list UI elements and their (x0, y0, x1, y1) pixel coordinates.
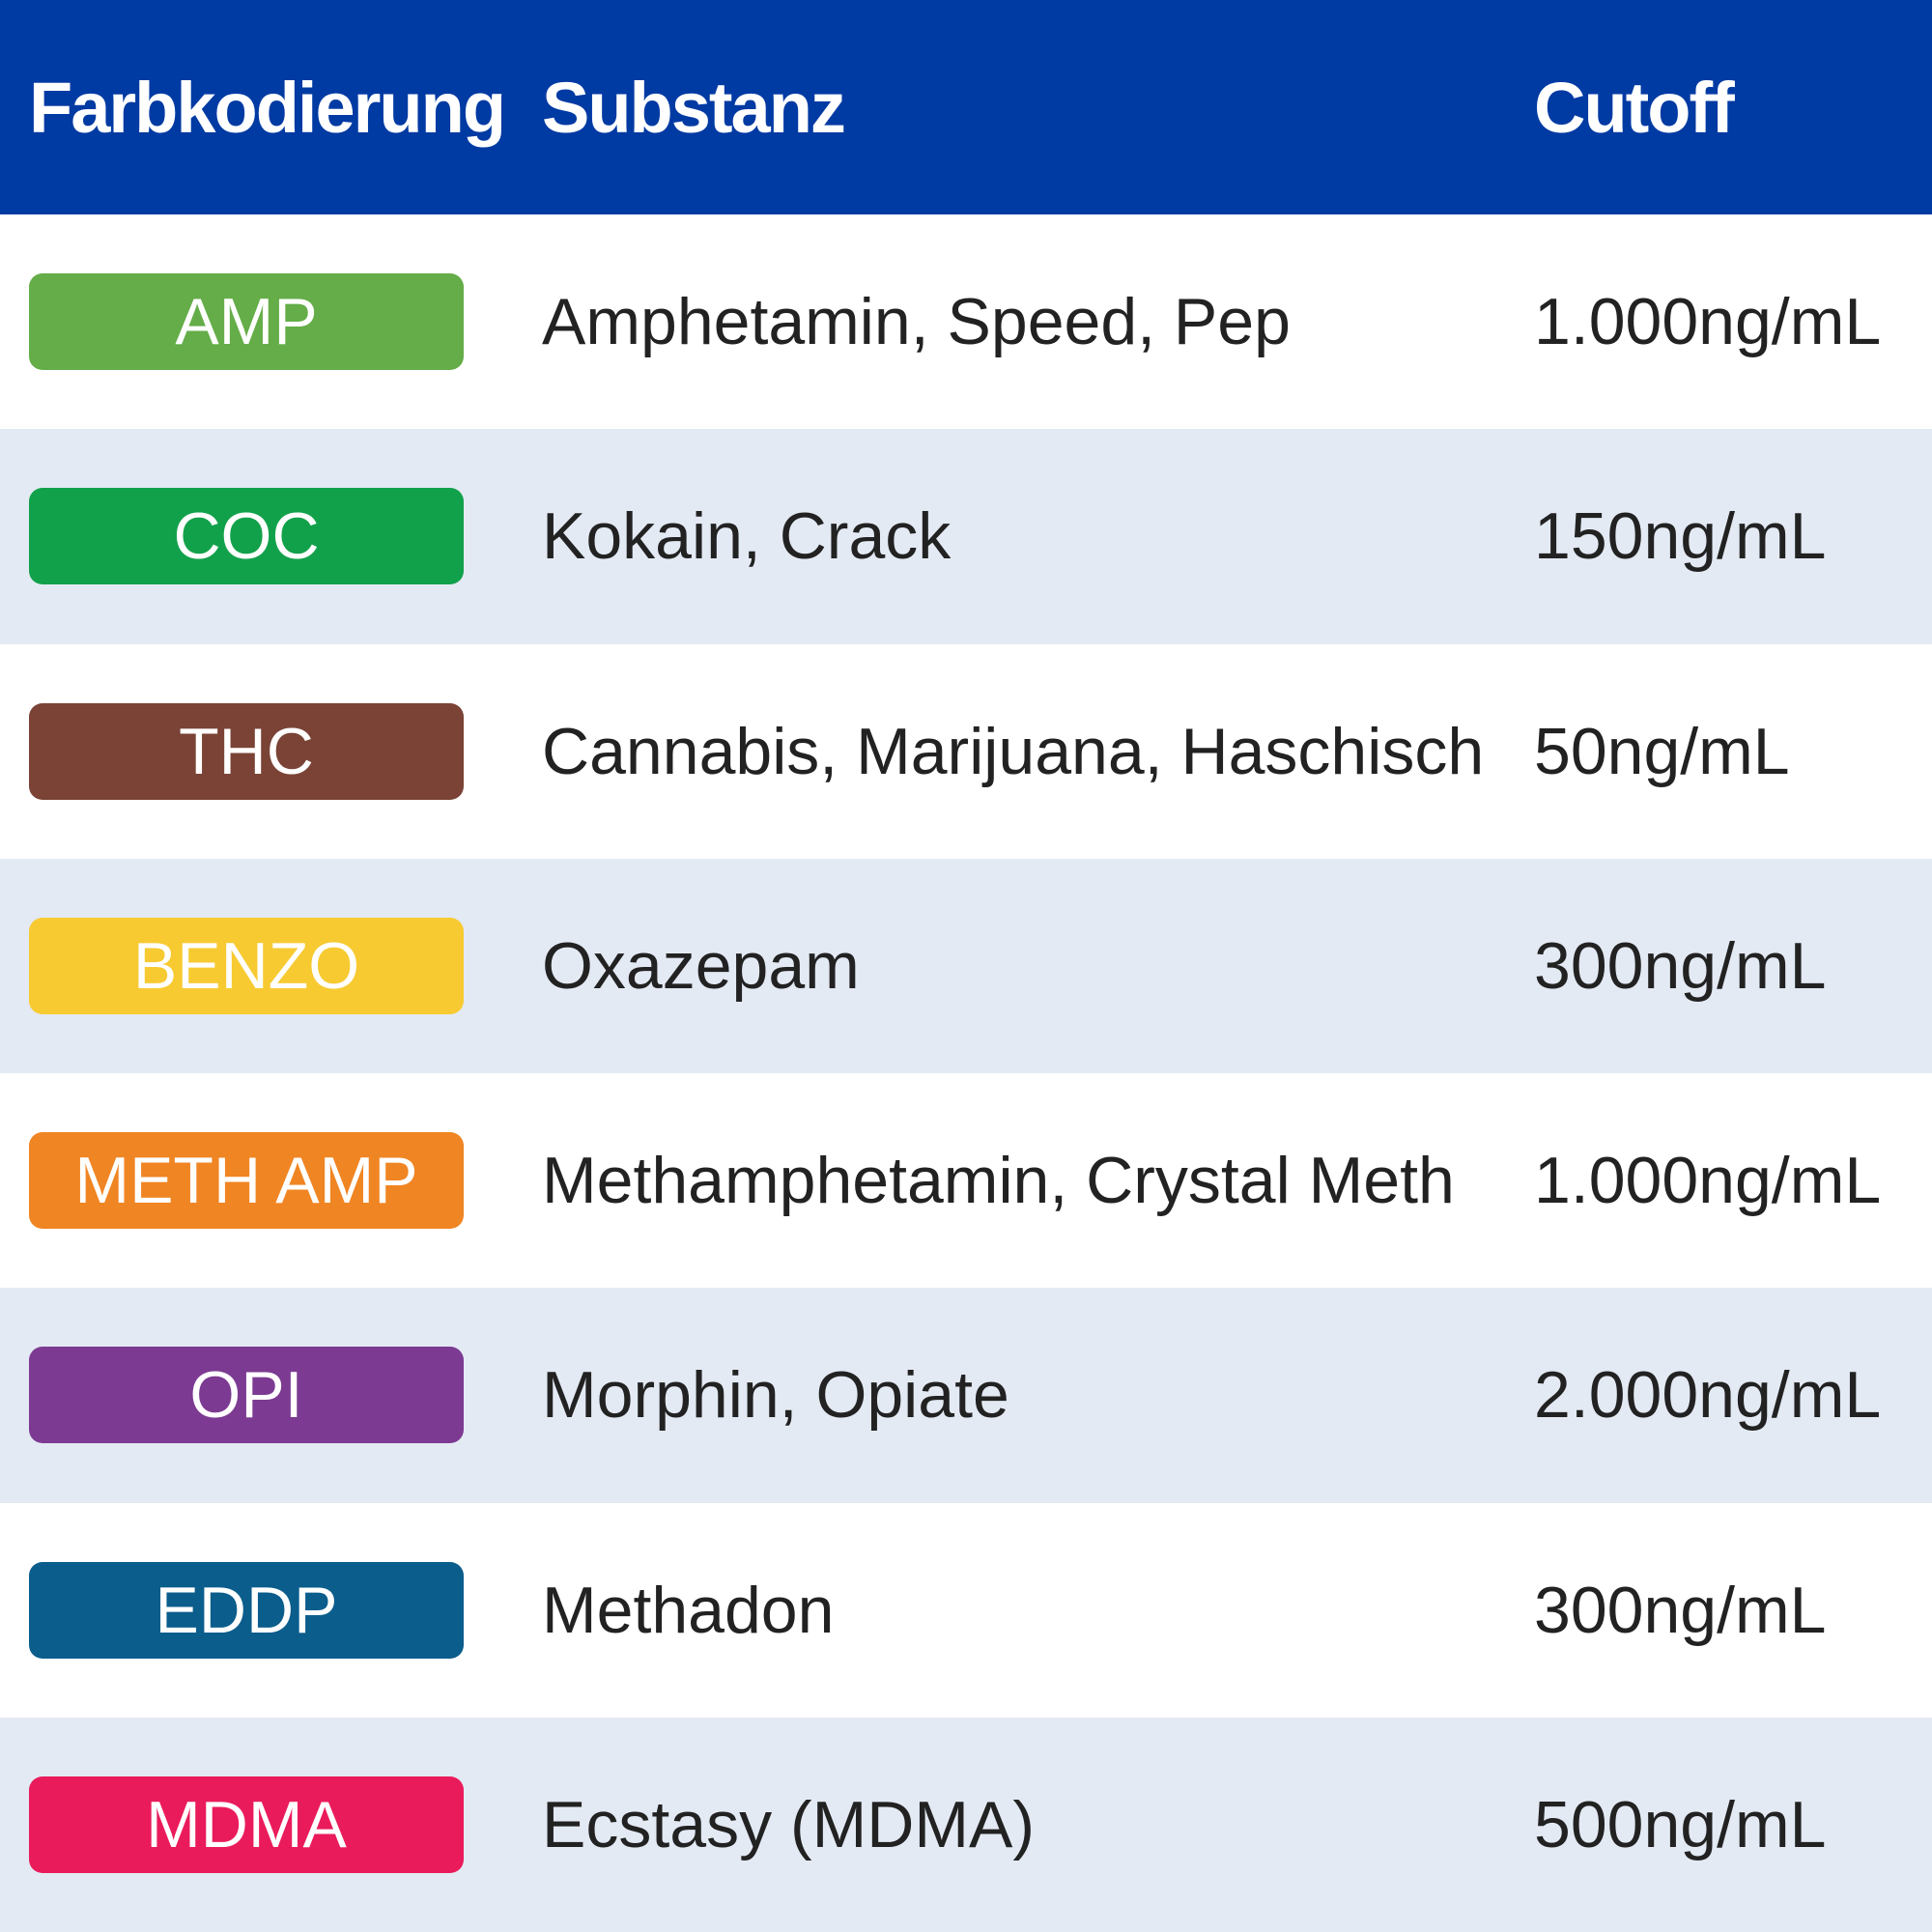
substance-cell: Kokain, Crack (542, 499, 952, 574)
cutoff-cell: 50ng/mL (1534, 714, 1790, 788)
substance-cell: Amphetamin, Speed, Pep (542, 285, 1291, 359)
cutoff-cell: 300ng/mL (1534, 928, 1827, 1003)
color-code-badge: THC (29, 702, 464, 800)
table-row: METH AMP Methamphetamin, Crystal Meth 1.… (0, 1073, 1932, 1289)
substance-cell: Cannabis, Marijuana, Haschisch (542, 714, 1485, 788)
table-row: AMP Amphetamin, Speed, Pep 1.000ng/mL (0, 214, 1932, 430)
header-color-code: Farbkodierung (29, 67, 506, 148)
color-code-badge: AMP (29, 273, 464, 371)
cutoff-cell: 500ng/mL (1534, 1787, 1827, 1861)
table-header: Farbkodierung Substanz Cutoff (0, 0, 1932, 214)
color-code-badge: OPI (29, 1347, 464, 1444)
table-row: THC Cannabis, Marijuana, Haschisch 50ng/… (0, 643, 1932, 859)
table-row: BENZO Oxazepam 300ng/mL (0, 858, 1932, 1073)
substance-cell: Oxazepam (542, 928, 860, 1003)
table-row: EDDP Methadon 300ng/mL (0, 1502, 1932, 1718)
substance-cell: Morphin, Opiate (542, 1358, 1009, 1433)
header-substance: Substanz (542, 67, 846, 148)
color-code-badge: EDDP (29, 1561, 464, 1659)
cutoff-cell: 1.000ng/mL (1534, 1144, 1882, 1218)
cutoff-cell: 1.000ng/mL (1534, 285, 1882, 359)
color-code-badge: METH AMP (29, 1132, 464, 1230)
color-code-badge: BENZO (29, 917, 464, 1014)
table-row: MDMA Ecstasy (MDMA) 500ng/mL (0, 1717, 1932, 1932)
color-code-badge: MDMA (29, 1776, 464, 1873)
table-row: COC Kokain, Crack 150ng/mL (0, 429, 1932, 644)
cutoff-cell: 300ng/mL (1534, 1573, 1827, 1647)
cutoff-cell: 150ng/mL (1534, 499, 1827, 574)
color-code-badge: COC (29, 488, 464, 585)
substance-cell: Ecstasy (MDMA) (542, 1787, 1035, 1861)
header-cutoff: Cutoff (1534, 67, 1735, 148)
substance-cell: Methamphetamin, Crystal Meth (542, 1144, 1455, 1218)
substance-cell: Methadon (542, 1573, 835, 1647)
table-row: OPI Morphin, Opiate 2.000ng/mL (0, 1288, 1932, 1503)
cutoff-cell: 2.000ng/mL (1534, 1358, 1882, 1433)
